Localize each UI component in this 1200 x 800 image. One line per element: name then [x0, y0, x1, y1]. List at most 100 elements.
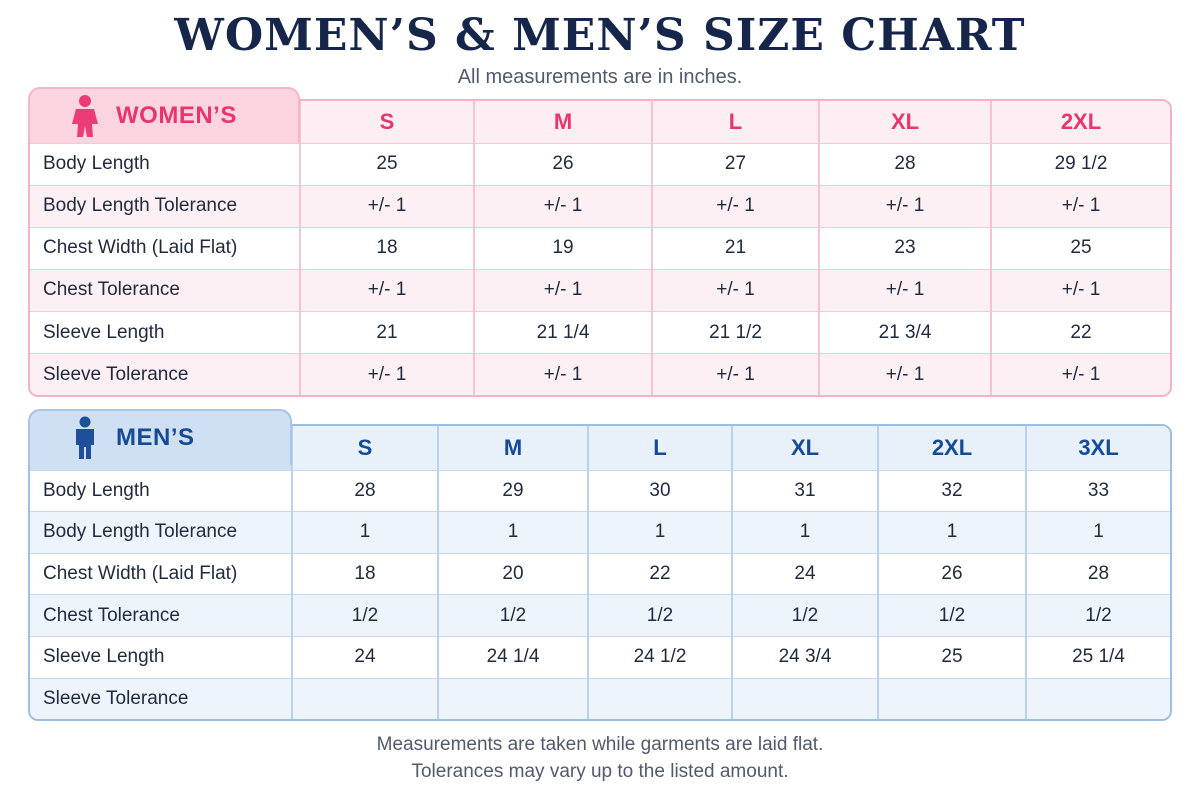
row-label: Sleeve Length: [30, 636, 292, 679]
table-cell: 24 1/2: [587, 636, 732, 679]
mens-size-header: 2XL: [877, 426, 1026, 470]
table-cell: 22: [990, 311, 1170, 354]
table-row: Body Length 28 29 30 31 32 33: [30, 469, 1170, 512]
table-cell: 25: [877, 636, 1026, 679]
table-cell: +/- 1: [990, 353, 1170, 395]
table-cell: 32: [877, 469, 1026, 512]
table-cell: 21 1/4: [473, 311, 652, 354]
table-cell: 24: [731, 552, 878, 595]
table-cell: 25: [299, 142, 474, 186]
table-cell: 1: [291, 511, 438, 554]
table-row: Chest Tolerance 1/2 1/2 1/2 1/2 1/2 1/2: [30, 594, 1170, 637]
table-cell: 28: [291, 469, 438, 512]
womens-size-header: M: [473, 101, 652, 143]
table-cell: 24: [291, 636, 438, 679]
table-row: Sleeve Length 21 21 1/4 21 1/2 21 3/4 22: [30, 311, 1170, 354]
man-icon: [76, 416, 94, 459]
table-row: Sleeve Tolerance: [30, 677, 1170, 719]
mens-tab-label: MEN’S: [116, 424, 195, 451]
table-cell: 28: [818, 142, 991, 186]
table-cell: 1: [877, 511, 1026, 554]
table-row: Body Length Tolerance +/- 1 +/- 1 +/- 1 …: [30, 184, 1170, 228]
womens-size-section: WOMEN’S S M L XL 2XL Body Length 25: [28, 87, 1172, 397]
mens-size-header: 3XL: [1025, 426, 1170, 470]
table-cell: 20: [437, 552, 588, 595]
row-label: Body Length: [30, 142, 300, 186]
table-row: Sleeve Length 24 24 1/4 24 1/2 24 3/4 25…: [30, 636, 1170, 679]
table-cell: +/- 1: [473, 184, 652, 228]
table-cell: 26: [877, 552, 1026, 595]
table-cell: 1: [437, 511, 588, 554]
table-cell: +/- 1: [651, 184, 819, 228]
row-label: Chest Tolerance: [30, 268, 300, 312]
womens-tab: WOMEN’S: [28, 87, 300, 143]
table-cell: +/- 1: [651, 353, 819, 395]
table-cell: [291, 677, 438, 719]
table-cell: 1: [1025, 511, 1170, 554]
table-cell: 21 1/2: [651, 311, 819, 354]
table-cell: 18: [299, 226, 474, 270]
table-row: Chest Tolerance +/- 1 +/- 1 +/- 1 +/- 1 …: [30, 268, 1170, 312]
table-cell: 1/2: [877, 594, 1026, 637]
table-row: Chest Width (Laid Flat) 18 20 22 24 26 2…: [30, 552, 1170, 595]
table-cell: 25 1/4: [1025, 636, 1170, 679]
table-cell: 21: [651, 226, 819, 270]
footer-note: Measurements are taken while garments ar…: [376, 734, 824, 755]
row-label: Chest Width (Laid Flat): [30, 552, 292, 595]
row-label: Body Length: [30, 469, 292, 512]
table-cell: [877, 677, 1026, 719]
mens-size-section: MEN’S S M L XL 2XL 3XL Body Length: [28, 409, 1172, 721]
row-label: Chest Tolerance: [30, 594, 292, 637]
row-label: Sleeve Tolerance: [30, 353, 300, 395]
row-label: Sleeve Tolerance: [30, 677, 292, 719]
womens-tab-label: WOMEN’S: [116, 102, 237, 129]
table-cell: 21: [299, 311, 474, 354]
table-cell: +/- 1: [299, 353, 474, 395]
table-cell: +/- 1: [299, 268, 474, 312]
table-cell: [437, 677, 588, 719]
table-cell: 26: [473, 142, 652, 186]
table-row: Sleeve Tolerance +/- 1 +/- 1 +/- 1 +/- 1…: [30, 353, 1170, 395]
table-cell: [587, 677, 732, 719]
womens-size-table: S M L XL 2XL Body Length 25 26 27 28 29 …: [28, 99, 1172, 397]
table-cell: +/- 1: [473, 268, 652, 312]
table-cell: +/- 1: [818, 184, 991, 228]
table-row: Chest Width (Laid Flat) 18 19 21 23 25: [30, 226, 1170, 270]
table-cell: 29: [437, 469, 588, 512]
table-cell: 25: [990, 226, 1170, 270]
mens-size-table: S M L XL 2XL 3XL Body Length 28 29 30 31…: [28, 424, 1172, 721]
table-cell: 24 3/4: [731, 636, 878, 679]
mens-size-header: XL: [731, 426, 878, 470]
table-cell: +/- 1: [818, 268, 991, 312]
woman-icon: [72, 95, 98, 137]
table-cell: 1: [731, 511, 878, 554]
table-cell: +/- 1: [990, 184, 1170, 228]
table-cell: 1: [587, 511, 732, 554]
table-cell: [1025, 677, 1170, 719]
table-cell: +/- 1: [990, 268, 1170, 312]
table-cell: 31: [731, 469, 878, 512]
mens-size-header: L: [587, 426, 732, 470]
table-cell: 27: [651, 142, 819, 186]
table-cell: +/- 1: [651, 268, 819, 312]
table-cell: 1/2: [1025, 594, 1170, 637]
table-cell: 28: [1025, 552, 1170, 595]
table-row: Body Length Tolerance 1 1 1 1 1 1: [30, 511, 1170, 554]
table-cell: 23: [818, 226, 991, 270]
table-cell: 1/2: [437, 594, 588, 637]
womens-size-header: S: [299, 101, 474, 143]
womens-size-header: 2XL: [990, 101, 1170, 143]
mens-size-header: M: [437, 426, 588, 470]
row-label: Body Length Tolerance: [30, 184, 300, 228]
womens-size-header: XL: [818, 101, 991, 143]
table-cell: 22: [587, 552, 732, 595]
womens-size-header: L: [651, 101, 819, 143]
mens-tab: MEN’S: [28, 409, 292, 465]
table-cell: 29 1/2: [990, 142, 1170, 186]
table-row: Body Length 25 26 27 28 29 1/2: [30, 142, 1170, 186]
mens-size-header: S: [291, 426, 438, 470]
table-cell: [731, 677, 878, 719]
row-label: Body Length Tolerance: [30, 511, 292, 554]
table-cell: 24 1/4: [437, 636, 588, 679]
page-subtitle: All measurements are in inches.: [457, 66, 743, 88]
